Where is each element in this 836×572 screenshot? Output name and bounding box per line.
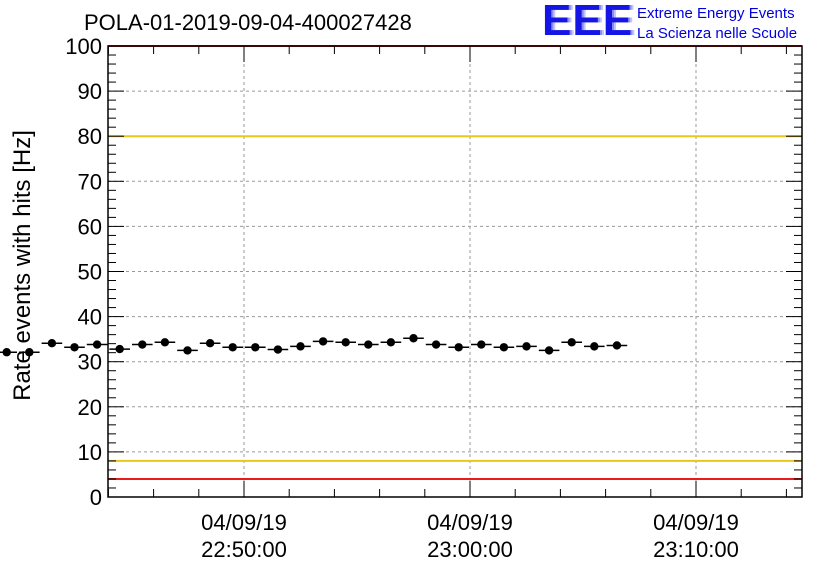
data-point-25 bbox=[499, 343, 509, 352]
data-point-20 bbox=[386, 338, 396, 347]
data-point-13 bbox=[228, 343, 237, 352]
data-point-11 bbox=[183, 346, 192, 355]
data-point-24 bbox=[477, 340, 486, 349]
y-tick-label-30: 30 bbox=[78, 350, 102, 375]
data-point-27 bbox=[544, 346, 554, 355]
y-tick-label-90: 90 bbox=[78, 79, 102, 104]
data-point-19 bbox=[364, 340, 373, 349]
data-point-16 bbox=[296, 342, 305, 351]
logo-text-line2: La Scienza nelle Scuole bbox=[637, 25, 798, 42]
logo-text-line1: Extreme Energy Events bbox=[637, 5, 795, 22]
y-tick-label-0: 0 bbox=[90, 485, 102, 510]
y-tick-label-80: 80 bbox=[78, 124, 102, 149]
data-point-3 bbox=[2, 348, 11, 357]
data-point-15 bbox=[273, 345, 283, 354]
data-point-17 bbox=[318, 337, 328, 346]
data-point-8 bbox=[115, 344, 124, 354]
data-point-4 bbox=[25, 348, 34, 357]
chart-title: POLA-01-2019-09-04-400027428 bbox=[84, 10, 412, 35]
eee-logo-mark: EEE bbox=[542, 0, 634, 45]
data-point-5 bbox=[47, 339, 57, 348]
x-tick-date-0: 04/09/19 bbox=[201, 510, 287, 535]
x-tick-time-2: 23:10:00 bbox=[653, 537, 739, 562]
data-point-6 bbox=[70, 343, 79, 352]
y-tick-label-100: 100 bbox=[65, 34, 102, 59]
data-point-14 bbox=[251, 343, 260, 352]
data-point-9 bbox=[138, 340, 147, 349]
y-tick-label-10: 10 bbox=[78, 440, 102, 465]
eee-logo: EEE Extreme Energy Events La Scienza nel… bbox=[540, 0, 830, 46]
x-tick-date-1: 04/09/19 bbox=[427, 510, 513, 535]
data-point-22 bbox=[431, 340, 441, 349]
data-point-30 bbox=[612, 341, 622, 350]
data-point-10 bbox=[160, 338, 170, 347]
data-point-28 bbox=[567, 338, 576, 347]
data-point-21 bbox=[409, 334, 418, 343]
data-point-26 bbox=[522, 342, 531, 351]
y-tick-label-70: 70 bbox=[78, 169, 102, 194]
x-tick-time-0: 22:50:00 bbox=[201, 537, 287, 562]
y-tick-label-60: 60 bbox=[78, 214, 102, 239]
y-tick-label-20: 20 bbox=[78, 395, 102, 420]
data-point-23 bbox=[454, 343, 463, 352]
data-point-18 bbox=[341, 338, 350, 347]
data-point-12 bbox=[205, 339, 215, 348]
x-tick-date-2: 04/09/19 bbox=[653, 510, 739, 535]
data-point-29 bbox=[590, 342, 599, 351]
y-axis-label: Rate events with hits [Hz] bbox=[9, 130, 36, 401]
y-tick-label-50: 50 bbox=[78, 260, 102, 285]
y-tick-label-40: 40 bbox=[78, 305, 102, 330]
data-point-7 bbox=[92, 340, 102, 349]
x-tick-time-1: 23:00:00 bbox=[427, 537, 513, 562]
